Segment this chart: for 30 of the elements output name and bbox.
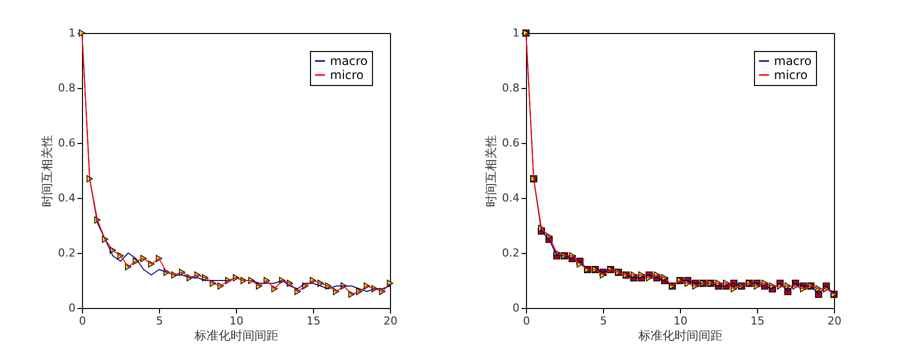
y-tick-label: 0.4 bbox=[58, 192, 76, 204]
legend-label: micro bbox=[774, 68, 808, 82]
y-tick-label: 0 bbox=[68, 302, 76, 314]
legend-label: micro bbox=[330, 68, 364, 82]
y-tick-label: 0 bbox=[512, 302, 520, 314]
y-tick-label: 0.6 bbox=[58, 136, 76, 150]
y-tick-label: 0.8 bbox=[58, 82, 76, 94]
x-tick-label: 10 bbox=[230, 314, 244, 328]
y-tick-label: 0.8 bbox=[502, 82, 520, 94]
x-tick-label: 15 bbox=[306, 314, 320, 328]
x-tick-label: 20 bbox=[384, 314, 398, 328]
y-axis-title: 时间互相关性 bbox=[40, 135, 54, 207]
x-tick-label: 15 bbox=[750, 314, 764, 328]
x-tick-label: 5 bbox=[156, 314, 163, 328]
x-tick-label: 0 bbox=[523, 314, 530, 328]
x-tick-label: 0 bbox=[79, 314, 86, 328]
legend-label: macro bbox=[330, 54, 368, 68]
y-tick-label: 0.2 bbox=[58, 246, 76, 260]
y-tick-label: 0.2 bbox=[502, 246, 520, 260]
y-axis-title: 时间互相关性 bbox=[484, 135, 498, 207]
x-tick-label: 10 bbox=[674, 314, 688, 328]
x-tick-label: 20 bbox=[828, 314, 842, 328]
legend-label: macro bbox=[774, 54, 812, 68]
y-tick-label: 1 bbox=[512, 26, 520, 40]
x-axis-title: 标准化时间间距 bbox=[194, 328, 278, 342]
x-axis-title: 标准化时间间距 bbox=[638, 328, 722, 342]
y-tick-label: 0.6 bbox=[502, 136, 520, 150]
x-tick-label: 5 bbox=[600, 314, 607, 328]
y-tick-label: 1 bbox=[68, 26, 76, 40]
y-tick-label: 0.4 bbox=[502, 192, 520, 204]
